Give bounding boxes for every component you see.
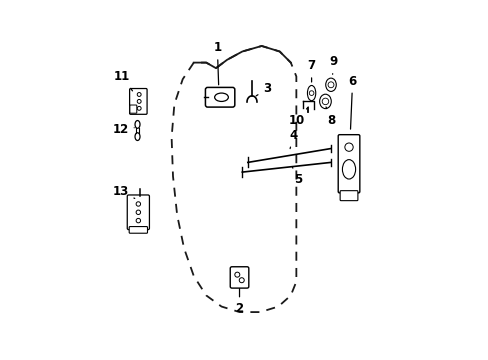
Text: 6: 6 bbox=[348, 75, 356, 129]
FancyBboxPatch shape bbox=[130, 105, 137, 113]
Text: 1: 1 bbox=[213, 41, 221, 85]
Text: 4: 4 bbox=[289, 129, 297, 149]
Ellipse shape bbox=[319, 94, 330, 109]
Text: 9: 9 bbox=[329, 55, 337, 74]
Ellipse shape bbox=[325, 78, 336, 91]
Ellipse shape bbox=[214, 93, 228, 102]
Ellipse shape bbox=[135, 133, 140, 140]
FancyBboxPatch shape bbox=[338, 135, 359, 193]
FancyBboxPatch shape bbox=[205, 87, 234, 107]
Ellipse shape bbox=[307, 85, 315, 101]
Text: 10: 10 bbox=[288, 107, 307, 127]
Text: 3: 3 bbox=[256, 82, 271, 96]
Ellipse shape bbox=[342, 159, 355, 179]
FancyBboxPatch shape bbox=[129, 89, 147, 114]
Text: 12: 12 bbox=[112, 123, 134, 136]
Text: 11: 11 bbox=[114, 71, 132, 91]
FancyBboxPatch shape bbox=[230, 267, 248, 288]
Text: 2: 2 bbox=[235, 288, 243, 315]
Ellipse shape bbox=[135, 121, 140, 128]
Text: 7: 7 bbox=[307, 59, 315, 82]
Text: 8: 8 bbox=[325, 107, 335, 127]
FancyBboxPatch shape bbox=[127, 195, 149, 230]
Text: 5: 5 bbox=[292, 167, 301, 186]
FancyBboxPatch shape bbox=[129, 226, 147, 233]
FancyBboxPatch shape bbox=[340, 191, 357, 201]
Text: 13: 13 bbox=[112, 185, 135, 198]
